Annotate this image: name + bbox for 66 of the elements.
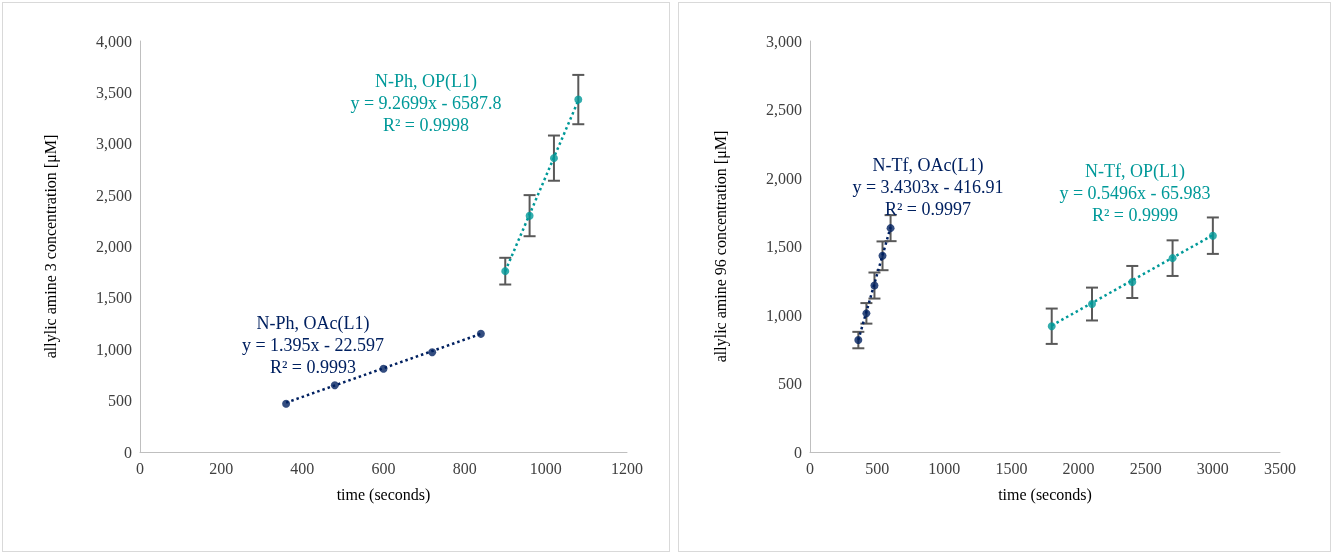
point [878,251,887,260]
y-tick-label: 2,500 [96,186,132,204]
y-tick-label: 2,500 [766,101,802,118]
point [870,281,879,290]
y-tick-label: 0 [124,443,132,461]
annotation: y = 9.2699x - 6587.8 [350,93,502,113]
x-tick-label: 1200 [611,459,643,477]
y-tick-label: 3,000 [766,32,802,50]
annotation: N-Ph, OP(L1) [375,71,477,92]
point [1047,322,1056,331]
y-tick-label: 2,000 [766,169,802,187]
y-tick-label: 1,500 [766,238,802,255]
annotation: y = 1.395x - 22.597 [241,335,385,355]
point [501,267,510,276]
point [525,211,534,220]
annotation: R² = 0.9999 [1091,205,1179,225]
x-axis-title: time (seconds) [998,485,1092,504]
y-tick-label: 3,500 [96,83,132,101]
x-tick-label: 400 [290,459,315,477]
y-tick-label: 500 [778,375,802,392]
x-tick-label: 1500 [995,459,1028,477]
annotation: N-Ph, OAc(L1) [256,313,370,334]
x-tick-label: 0 [136,459,144,477]
annotation: R² = 0.9993 [269,357,357,377]
x-tick-label: 0 [806,459,814,477]
annotation: R² = 0.9997 [884,199,972,219]
annotation: N-Tf, OAc(L1) [872,155,984,176]
y-axis-title: allylic amine 96 concentration [μM] [711,130,730,363]
point [1128,277,1137,286]
x-tick-label: 600 [371,459,396,477]
x-axis-title: time (seconds) [336,485,431,504]
y-tick-label: 1,500 [96,289,132,307]
y-tick-label: 2,000 [96,238,132,255]
y-axis-title: allylic amine 3 concentration [μM] [41,134,60,359]
y-tick-label: 3,000 [96,135,132,153]
x-tick-label: 1000 [928,459,961,477]
point [330,381,339,390]
point [549,154,558,163]
point [1088,300,1096,309]
x-tick-label: 200 [209,459,234,477]
annotation: N-Tf, OP(L1) [1085,161,1185,182]
annotation: R² = 0.9998 [382,115,470,135]
x-tick-label: 2000 [1062,459,1095,477]
point [574,95,583,104]
y-tick-label: 4,000 [96,32,132,50]
x-tick-label: 2500 [1129,459,1162,477]
x-tick-label: 1000 [529,459,562,477]
point [1168,254,1177,263]
x-tick-label: 3500 [1264,459,1296,477]
y-tick-label: 0 [794,443,802,461]
point [476,329,485,338]
point [886,224,895,233]
point [379,364,388,373]
point [862,309,871,318]
annotation: y = 0.5496x - 65.983 [1059,183,1211,203]
x-tick-label: 800 [452,459,477,477]
y-tick-label: 1,000 [96,340,132,358]
point [282,399,291,408]
annotation: y = 3.4303x - 416.91 [852,177,1004,197]
x-tick-label: 3000 [1196,459,1229,477]
y-tick-label: 500 [108,392,132,410]
point [428,348,437,357]
point [854,336,863,345]
x-tick-label: 500 [865,459,890,477]
y-tick-label: 1,000 [766,306,802,324]
point [1208,231,1217,240]
